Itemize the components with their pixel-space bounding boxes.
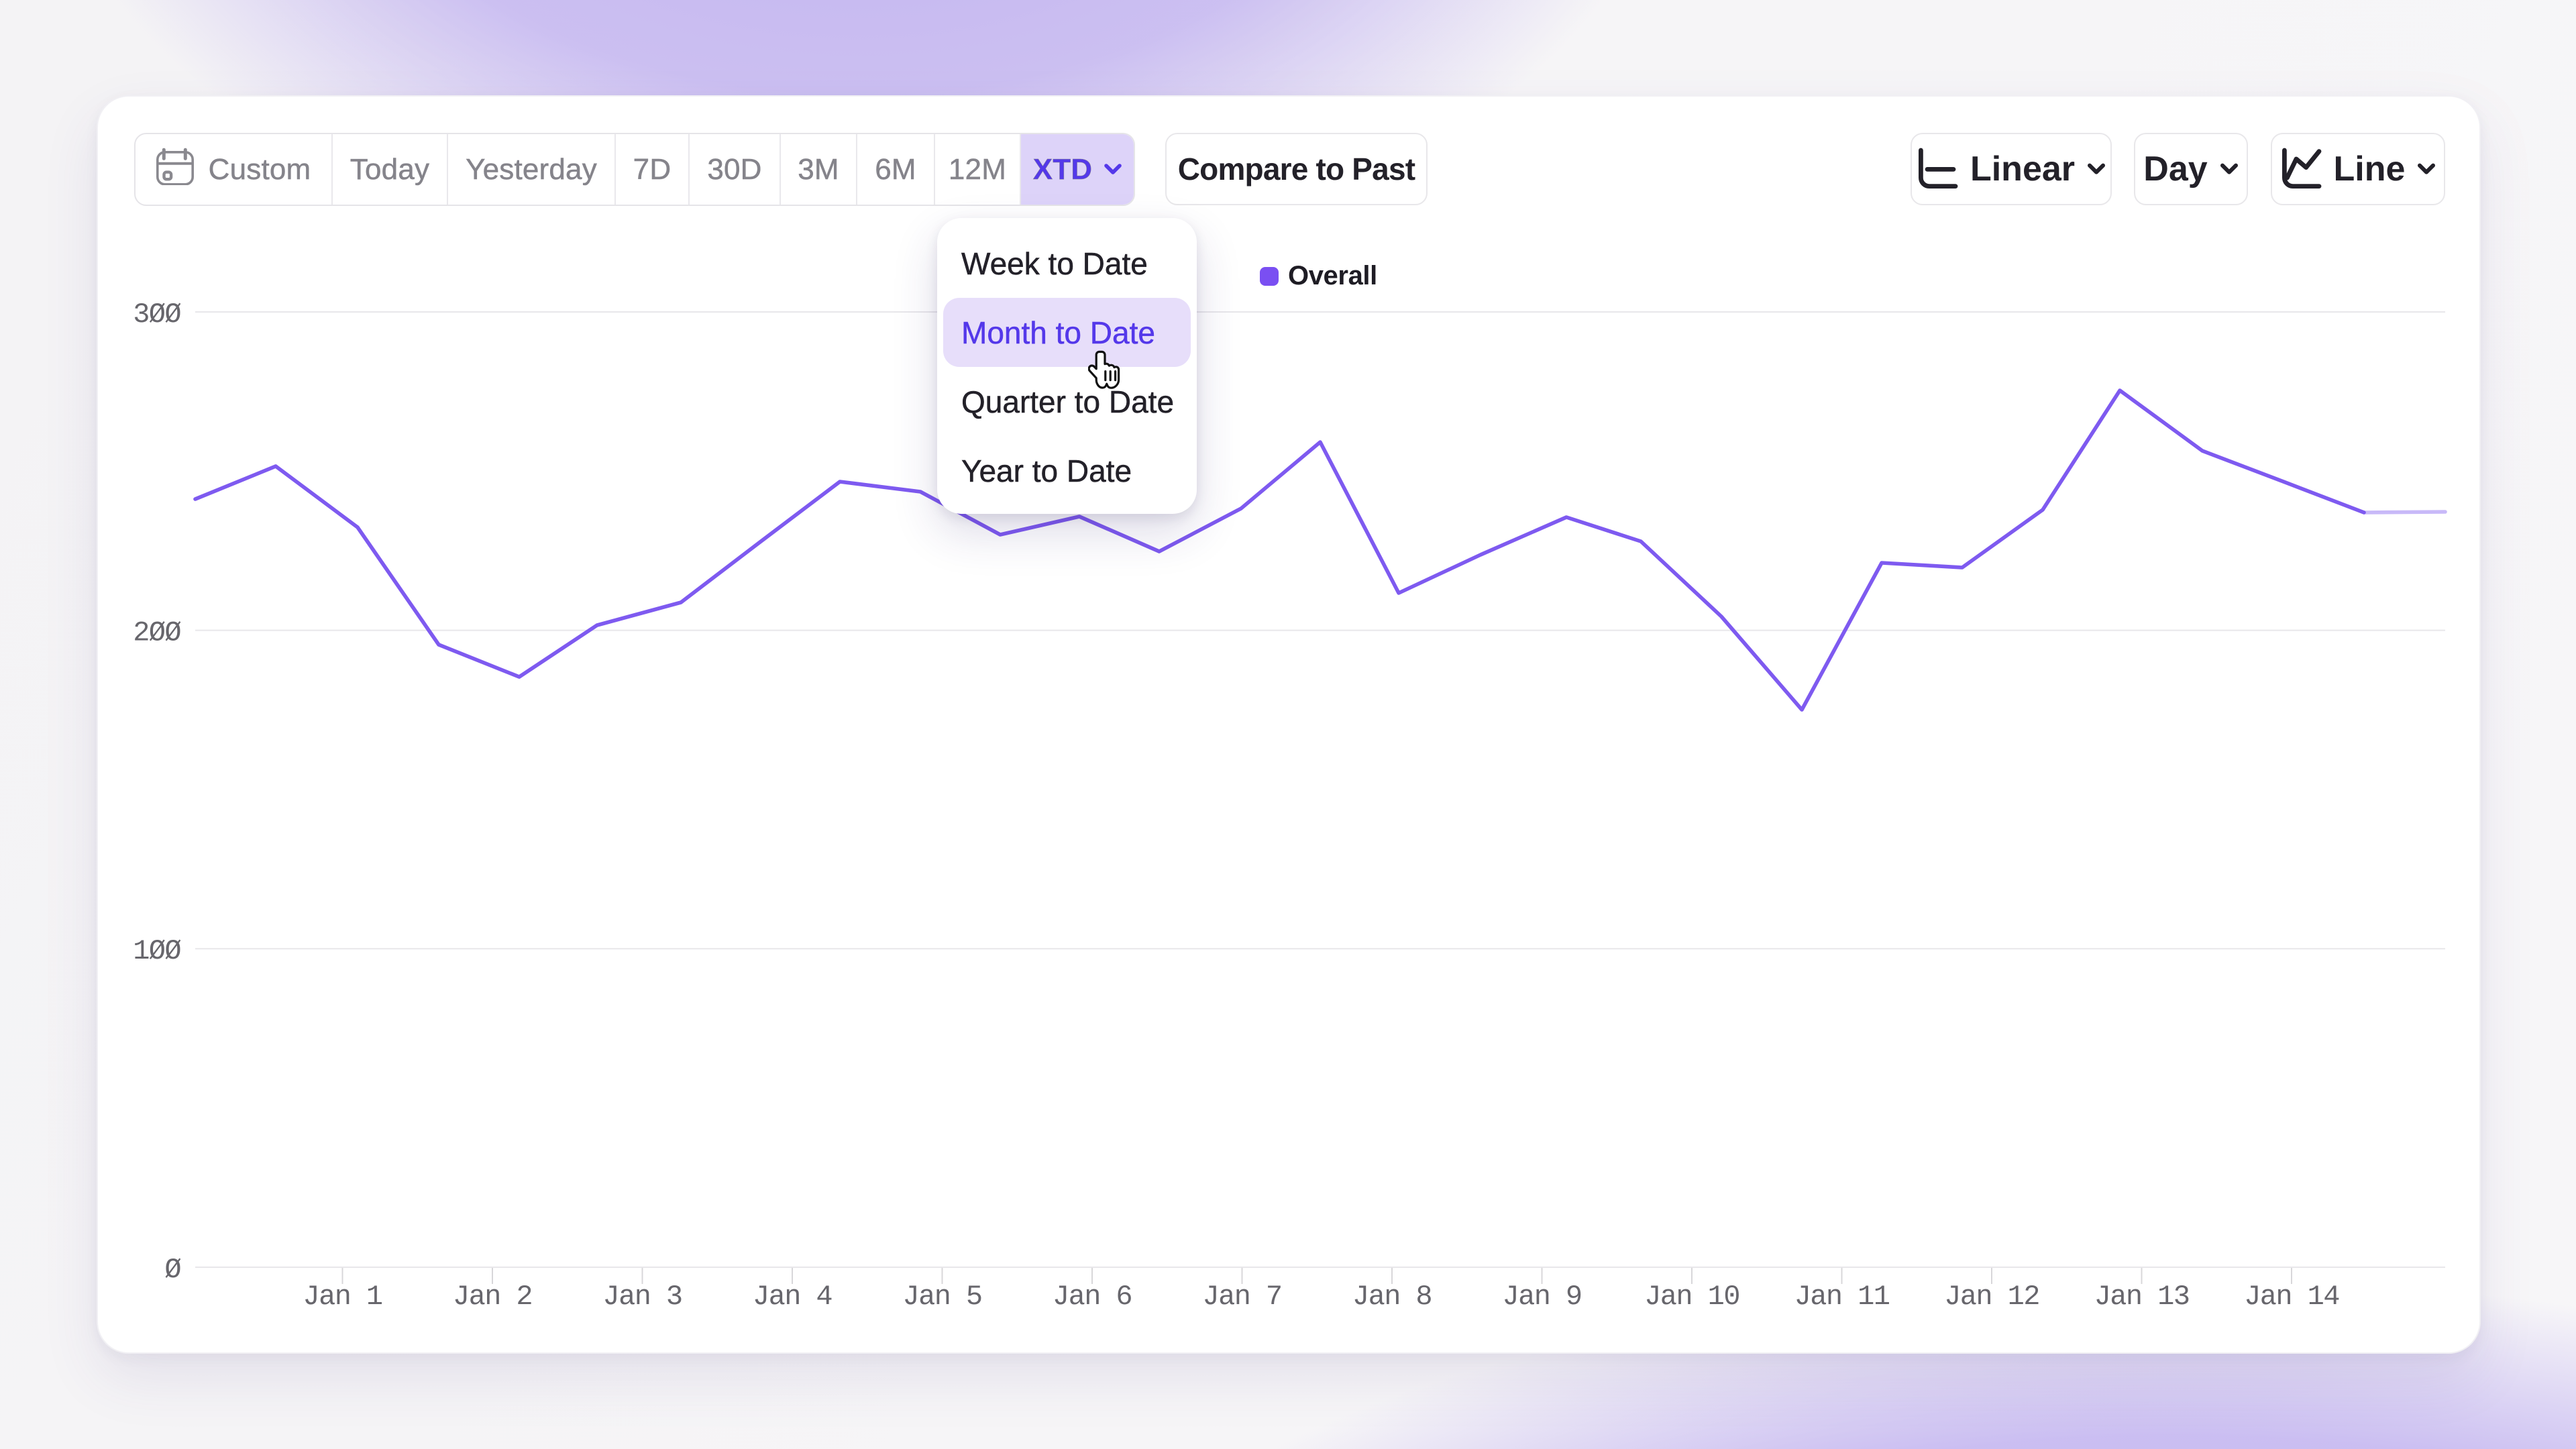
svg-text:Jan 14: Jan 14 — [2244, 1281, 2339, 1313]
svg-text:2ØØ: 2ØØ — [133, 617, 180, 649]
svg-text:Jan 8: Jan 8 — [1352, 1281, 1432, 1313]
svg-text:Jan 7: Jan 7 — [1202, 1281, 1281, 1313]
svg-text:Jan 13: Jan 13 — [2094, 1281, 2190, 1313]
svg-text:Jan 2: Jan 2 — [453, 1281, 532, 1313]
svg-text:Jan 6: Jan 6 — [1053, 1281, 1132, 1313]
svg-text:Jan 10: Jan 10 — [1644, 1281, 1739, 1313]
svg-text:1ØØ: 1ØØ — [133, 935, 180, 967]
svg-text:Jan 1: Jan 1 — [303, 1281, 382, 1313]
svg-text:3ØØ: 3ØØ — [133, 299, 180, 331]
svg-text:Jan 11: Jan 11 — [1794, 1281, 1890, 1313]
svg-text:Jan 5: Jan 5 — [902, 1281, 981, 1313]
svg-text:Ø: Ø — [164, 1254, 180, 1286]
svg-text:Jan 3: Jan 3 — [602, 1281, 682, 1313]
svg-text:Jan 12: Jan 12 — [1944, 1281, 2039, 1313]
svg-text:Jan 9: Jan 9 — [1502, 1281, 1581, 1313]
svg-text:Jan 4: Jan 4 — [753, 1281, 832, 1313]
